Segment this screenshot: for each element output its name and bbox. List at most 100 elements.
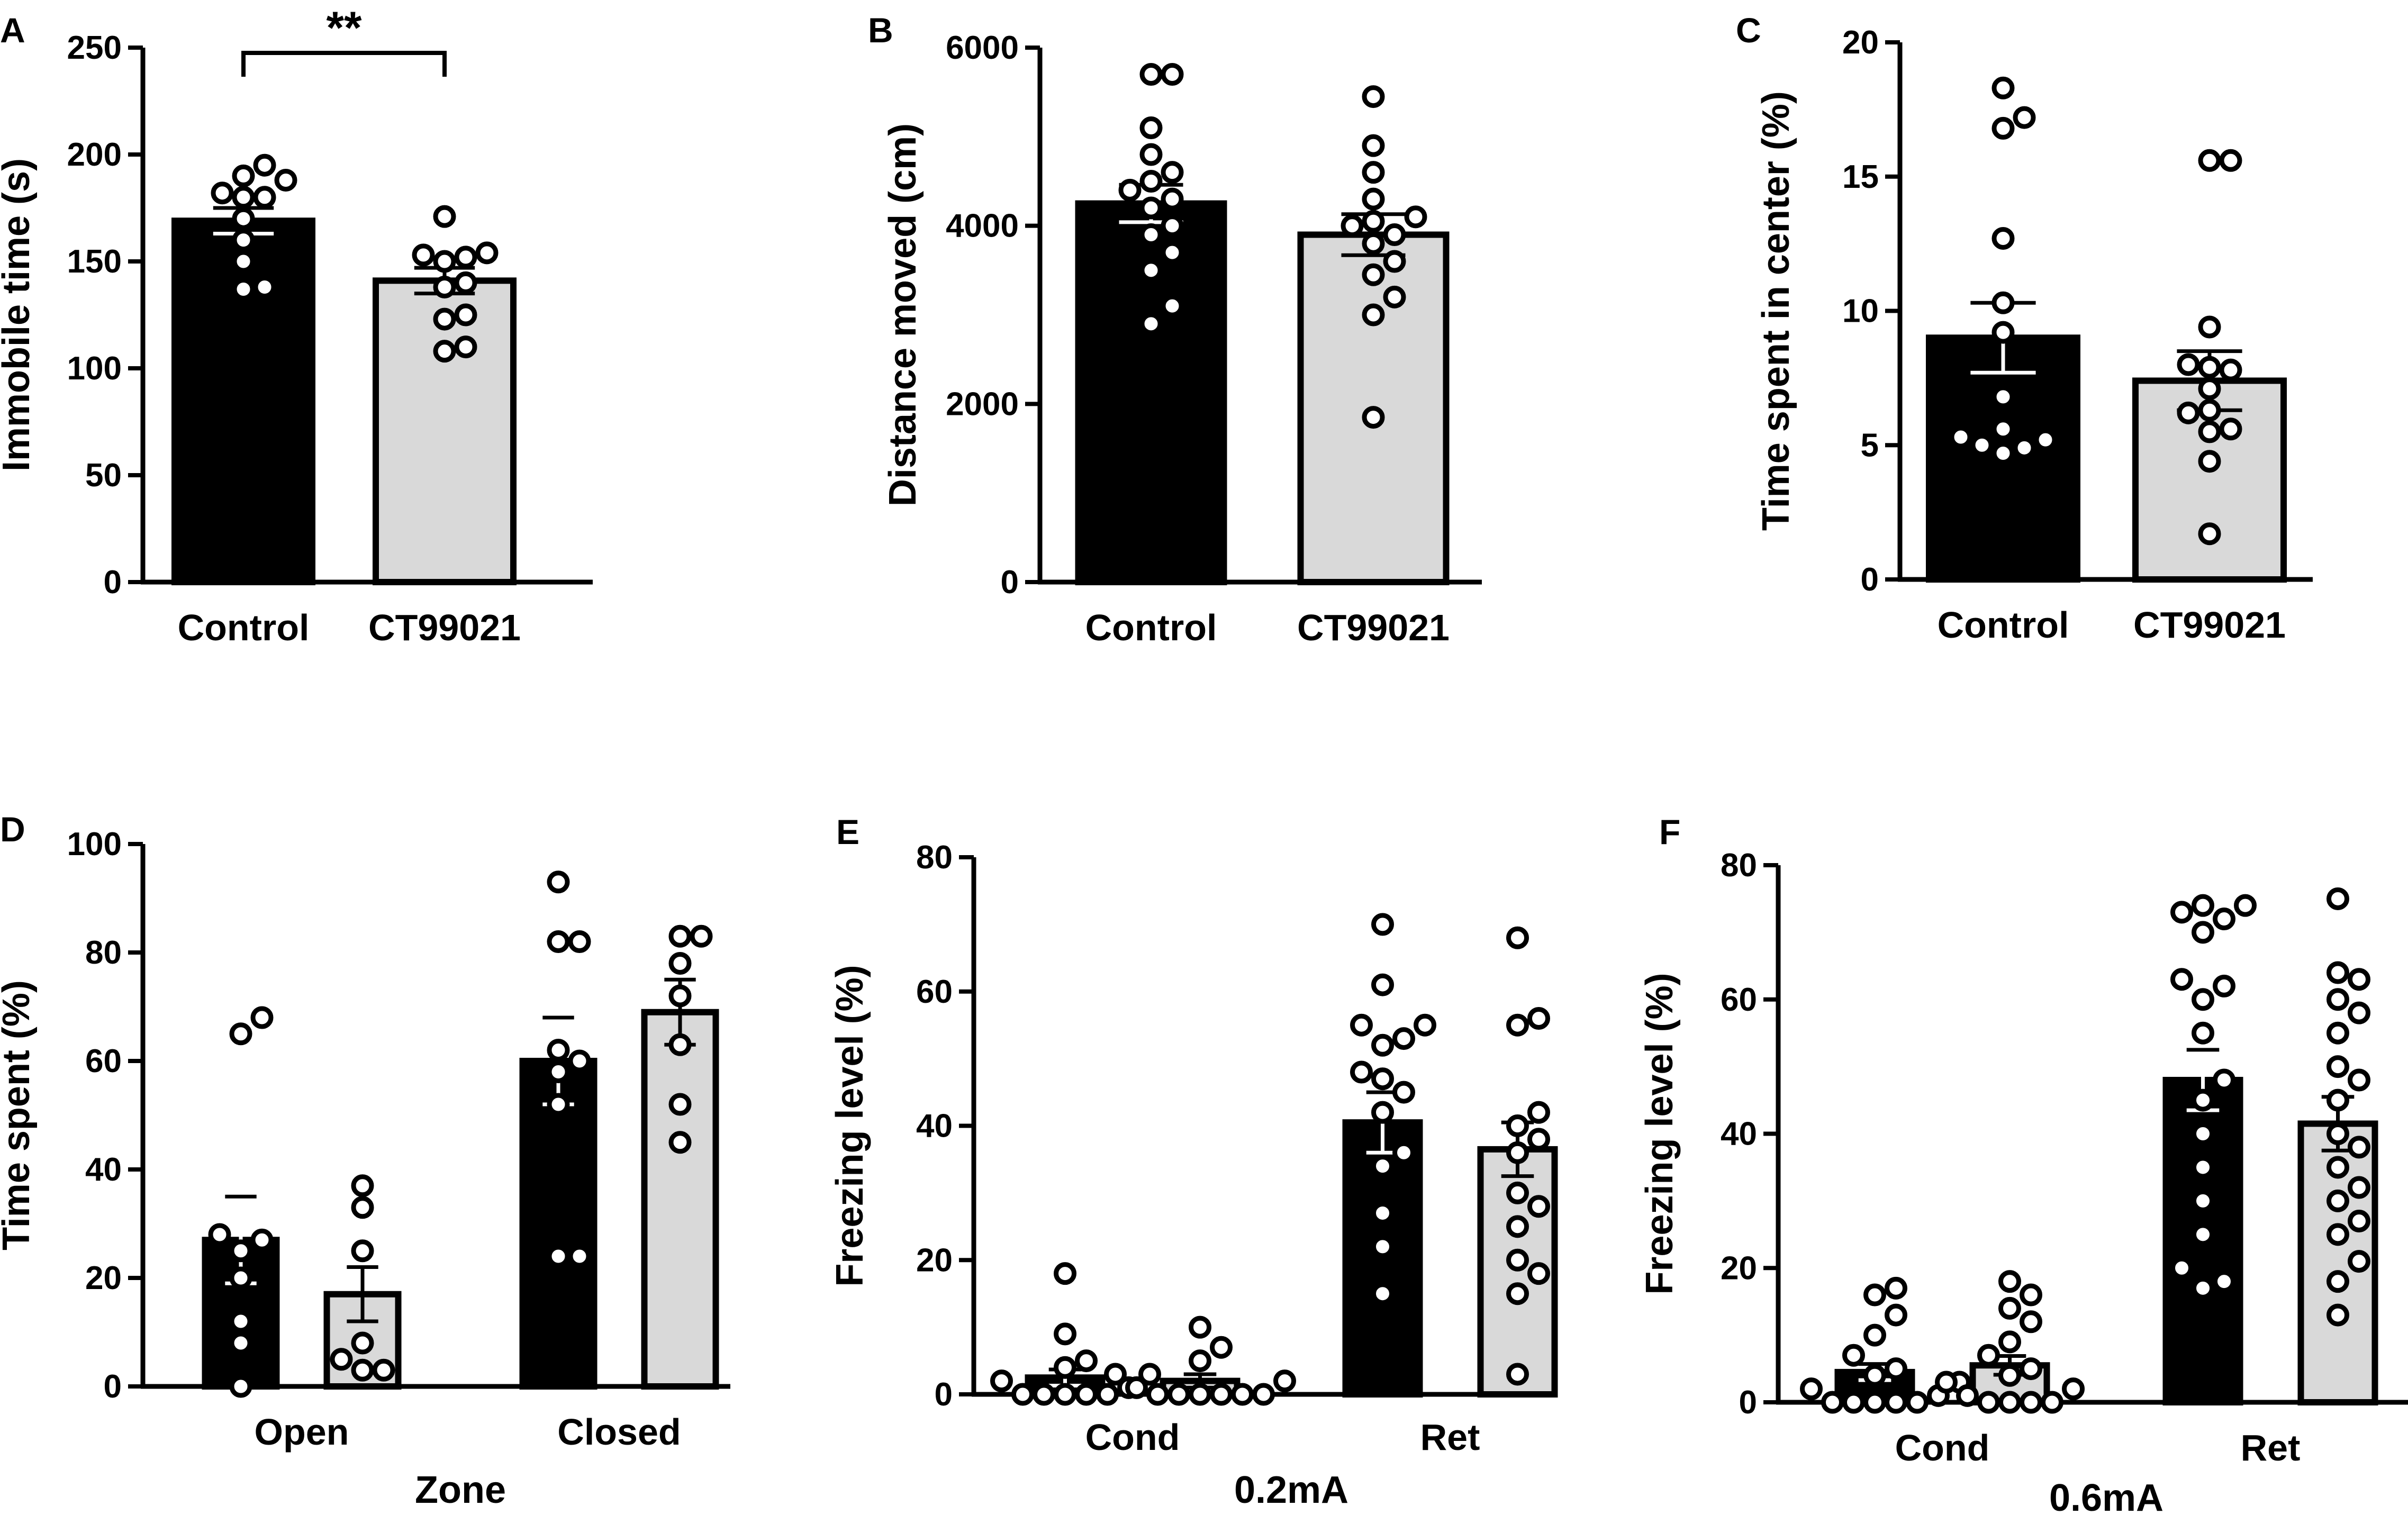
y-tick-label: 0 [104, 564, 122, 601]
data-point [1991, 291, 2015, 314]
data-point [229, 1239, 252, 1263]
data-point [2177, 353, 2200, 376]
data-point [1885, 1391, 1907, 1414]
data-point [690, 924, 713, 948]
data-point [1506, 1181, 1529, 1204]
data-point [668, 1093, 692, 1116]
data-point [232, 229, 255, 252]
data-point [1054, 1383, 1076, 1406]
x-category-label: Cond [1085, 1417, 1180, 1458]
data-point [2192, 1189, 2214, 1212]
data-point [2198, 522, 2221, 546]
y-tick-label: 10 [1842, 293, 1879, 330]
data-point [2192, 1122, 2214, 1145]
data-point [2013, 106, 2036, 129]
data-point [668, 952, 692, 975]
data-point [351, 1196, 374, 1219]
data-point [2198, 356, 2221, 379]
data-point [1863, 1364, 1886, 1387]
data-point [1842, 1344, 1865, 1367]
data-point [232, 207, 255, 230]
panel-d: D 0 20 40 60 80 100 Time spent (%) Open Closed Zon… [0, 810, 730, 1511]
data-point [1977, 1391, 2000, 1414]
data-point [232, 164, 255, 187]
panel-letter: C [1736, 11, 1761, 50]
data-point [1054, 1262, 1076, 1285]
y-tick-label: 0 [935, 1376, 953, 1413]
data-point [2326, 887, 2349, 910]
data-point [2326, 961, 2349, 984]
y-axis-title: Distance moved (cm) [882, 123, 924, 506]
data-point [2348, 1176, 2370, 1199]
y-tick-label: 40 [85, 1151, 122, 1188]
data-point [2348, 1068, 2370, 1092]
data-point [2326, 1189, 2349, 1212]
data-point [1885, 1303, 1907, 1327]
data-point [1527, 1195, 1550, 1218]
x-category-label: Ret [1420, 1417, 1480, 1458]
data-point [1392, 1081, 1415, 1104]
y-tick-label: 2000 [946, 386, 1019, 422]
data-point [1527, 1262, 1550, 1285]
x-category-label: Ret [2241, 1427, 2301, 1468]
data-point [2192, 1088, 2214, 1112]
data-point [1139, 143, 1163, 166]
y-tick-label: 5 [1861, 427, 1879, 464]
y-tick-label: 50 [85, 457, 122, 494]
data-point [1991, 418, 2015, 441]
data-point [1404, 205, 1427, 229]
y-tick-label: 60 [1721, 982, 1757, 1018]
data-point [1033, 1383, 1055, 1406]
data-point [547, 870, 570, 894]
data-point [668, 924, 692, 948]
data-point [1371, 973, 1394, 996]
panel-letter: A [0, 11, 25, 50]
data-point [2192, 1021, 2214, 1045]
data-point [372, 1358, 395, 1382]
data-point [2198, 420, 2221, 443]
y-tick-label: 15 [1842, 159, 1879, 195]
y-tick-label: 0 [1739, 1384, 1757, 1421]
data-point [1998, 1364, 2021, 1387]
data-point [1139, 63, 1163, 86]
data-point [1371, 1067, 1394, 1091]
y-tick-label: 100 [67, 826, 122, 863]
panel-c: C 0 5 10 15 20 Time spent in center (%) Control… [1736, 11, 2313, 646]
data-point [1371, 913, 1394, 936]
data-point [1970, 433, 1994, 457]
data-point [274, 168, 297, 192]
data-point [2213, 1270, 2235, 1293]
data-point [1392, 1027, 1415, 1050]
data-point [1054, 1356, 1076, 1379]
data-point [229, 1375, 252, 1398]
data-point [1161, 161, 1184, 184]
y-axis-title: Time spent (%) [0, 980, 38, 1250]
data-point [1252, 1383, 1275, 1406]
data-point [1956, 1384, 1979, 1407]
y-tick-label: 0 [104, 1368, 122, 1405]
data-point [2326, 1223, 2349, 1246]
data-point [229, 1331, 252, 1355]
data-point [2213, 974, 2235, 997]
data-point [1125, 1376, 1148, 1399]
data-point [1161, 187, 1184, 211]
data-point [2192, 1276, 2214, 1300]
y-tick-label: 20 [1721, 1250, 1757, 1286]
x-axis-title: Zone [415, 1469, 506, 1511]
data-point [1506, 1363, 1529, 1386]
data-point [1210, 1336, 1233, 1359]
bar-control-control [171, 217, 315, 585]
data-point [1096, 1383, 1119, 1406]
data-point [433, 275, 456, 298]
data-point [1863, 1283, 1886, 1307]
x-category-label: CT99021 [2133, 604, 2286, 646]
data-point [2177, 401, 2200, 424]
data-point [2192, 1223, 2214, 1246]
data-point [1139, 170, 1163, 193]
data-point [2192, 1156, 2214, 1179]
data-point [1414, 1013, 1436, 1037]
y-tick-label: 6000 [946, 30, 1019, 66]
data-point [2326, 1122, 2349, 1145]
data-point [2348, 1209, 2370, 1232]
data-point [2192, 921, 2214, 944]
